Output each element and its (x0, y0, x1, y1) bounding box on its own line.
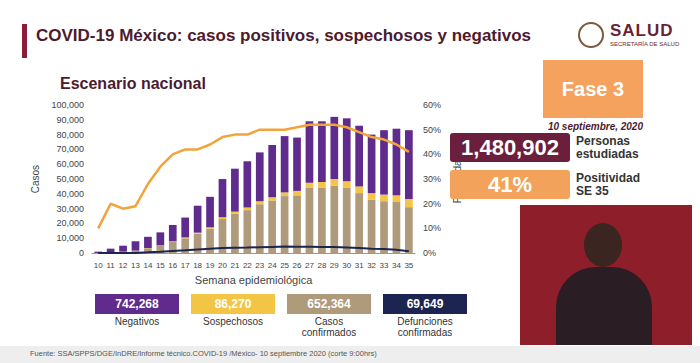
svg-text:70,000: 70,000 (56, 144, 84, 154)
svg-text:35: 35 (404, 261, 413, 270)
html-text:41%: 41% (488, 171, 532, 197)
svg-text:31: 31 (355, 261, 364, 270)
svg-text:0: 0 (79, 248, 84, 258)
svg-text:50,000: 50,000 (56, 174, 84, 184)
svg-text:28: 28 (317, 261, 326, 270)
svg-text:40,000: 40,000 (56, 189, 84, 199)
svg-text:30%: 30% (423, 174, 441, 184)
html-text:SECRETARÍA DE SALUD: SECRETARÍA DE SALUD (610, 41, 680, 47)
svg-text:16: 16 (168, 261, 177, 270)
svg-text:29: 29 (330, 261, 339, 270)
svg-text:17: 17 (181, 261, 190, 270)
html-text:Sospechosos: Sospechosos (203, 316, 263, 327)
svg-text:22: 22 (243, 261, 252, 270)
html-text:Defunciones confirmadas: Defunciones confirmadas (397, 316, 453, 338)
svg-text:12: 12 (119, 261, 128, 270)
svg-text:13: 13 (131, 261, 140, 270)
svg-text:33: 33 (380, 261, 389, 270)
svg-text:Casos: Casos (30, 165, 41, 193)
html-text:Fase 3: Fase 3 (561, 77, 625, 100)
html-text:COVID-19 México: casos positiv: COVID-19 México: casos positivos, sospec… (36, 26, 532, 45)
svg-text:60,000: 60,000 (56, 159, 84, 169)
svg-text:24: 24 (268, 261, 277, 270)
svg-text:20,000: 20,000 (56, 218, 84, 228)
svg-text:Semana epidemiológica: Semana epidemiológica (195, 274, 313, 286)
svg-text:25: 25 (280, 261, 289, 270)
html-text:estudiadas: estudiadas (576, 147, 639, 161)
svg-text:26: 26 (293, 261, 302, 270)
html-text:Escenario nacional: Escenario nacional (60, 75, 206, 92)
html-text:652,364: 652,364 (307, 297, 351, 311)
svg-text:20%: 20% (423, 199, 441, 209)
svg-text:30,000: 30,000 (56, 204, 84, 214)
html-text:10 septiembre, 2020: 10 septiembre, 2020 (547, 121, 643, 132)
svg-text:15: 15 (156, 261, 165, 270)
html-text:Personas: Personas (576, 134, 630, 148)
svg-text:21: 21 (230, 261, 239, 270)
html-text:742,268: 742,268 (115, 297, 159, 311)
html-text:69,649: 69,649 (406, 297, 444, 311)
svg-text:10%: 10% (423, 223, 441, 233)
svg-text:0%: 0% (423, 248, 436, 258)
html-text:86,270: 86,270 (214, 297, 252, 311)
svg-text:34: 34 (392, 261, 401, 270)
svg-text:10,000: 10,000 (56, 233, 84, 243)
svg-text:19: 19 (206, 261, 215, 270)
svg-text:40%: 40% (423, 149, 441, 159)
html-text:Negativos: Negativos (114, 316, 160, 327)
html-text:Casos confirmados: Casos confirmados (301, 316, 357, 338)
svg-text:27: 27 (305, 261, 314, 270)
svg-text:23: 23 (255, 261, 264, 270)
svg-text:50%: 50% (423, 125, 441, 135)
html-text:SALUD: SALUD (610, 21, 674, 40)
svg-text:30: 30 (342, 261, 351, 270)
svg-text:80,000: 80,000 (56, 130, 84, 140)
svg-text:18: 18 (193, 261, 202, 270)
svg-text:14: 14 (143, 261, 152, 270)
html-text:SE 35: SE 35 (576, 184, 609, 198)
svg-text:100,000: 100,000 (51, 100, 84, 110)
html-text:Fuente: SSA/SPPS/DGE/InDRE/Inf: Fuente: SSA/SPPS/DGE/InDRE/Informe técni… (30, 349, 377, 358)
svg-text:10: 10 (94, 261, 103, 270)
svg-text:20: 20 (218, 261, 227, 270)
svg-text:11: 11 (106, 261, 115, 270)
html-text:1,480,902: 1,480,902 (461, 134, 559, 160)
svg-text:32: 32 (367, 261, 376, 270)
svg-text:60%: 60% (423, 100, 441, 110)
svg-text:90,000: 90,000 (56, 115, 84, 125)
html-text:Positividad: Positividad (576, 171, 640, 185)
